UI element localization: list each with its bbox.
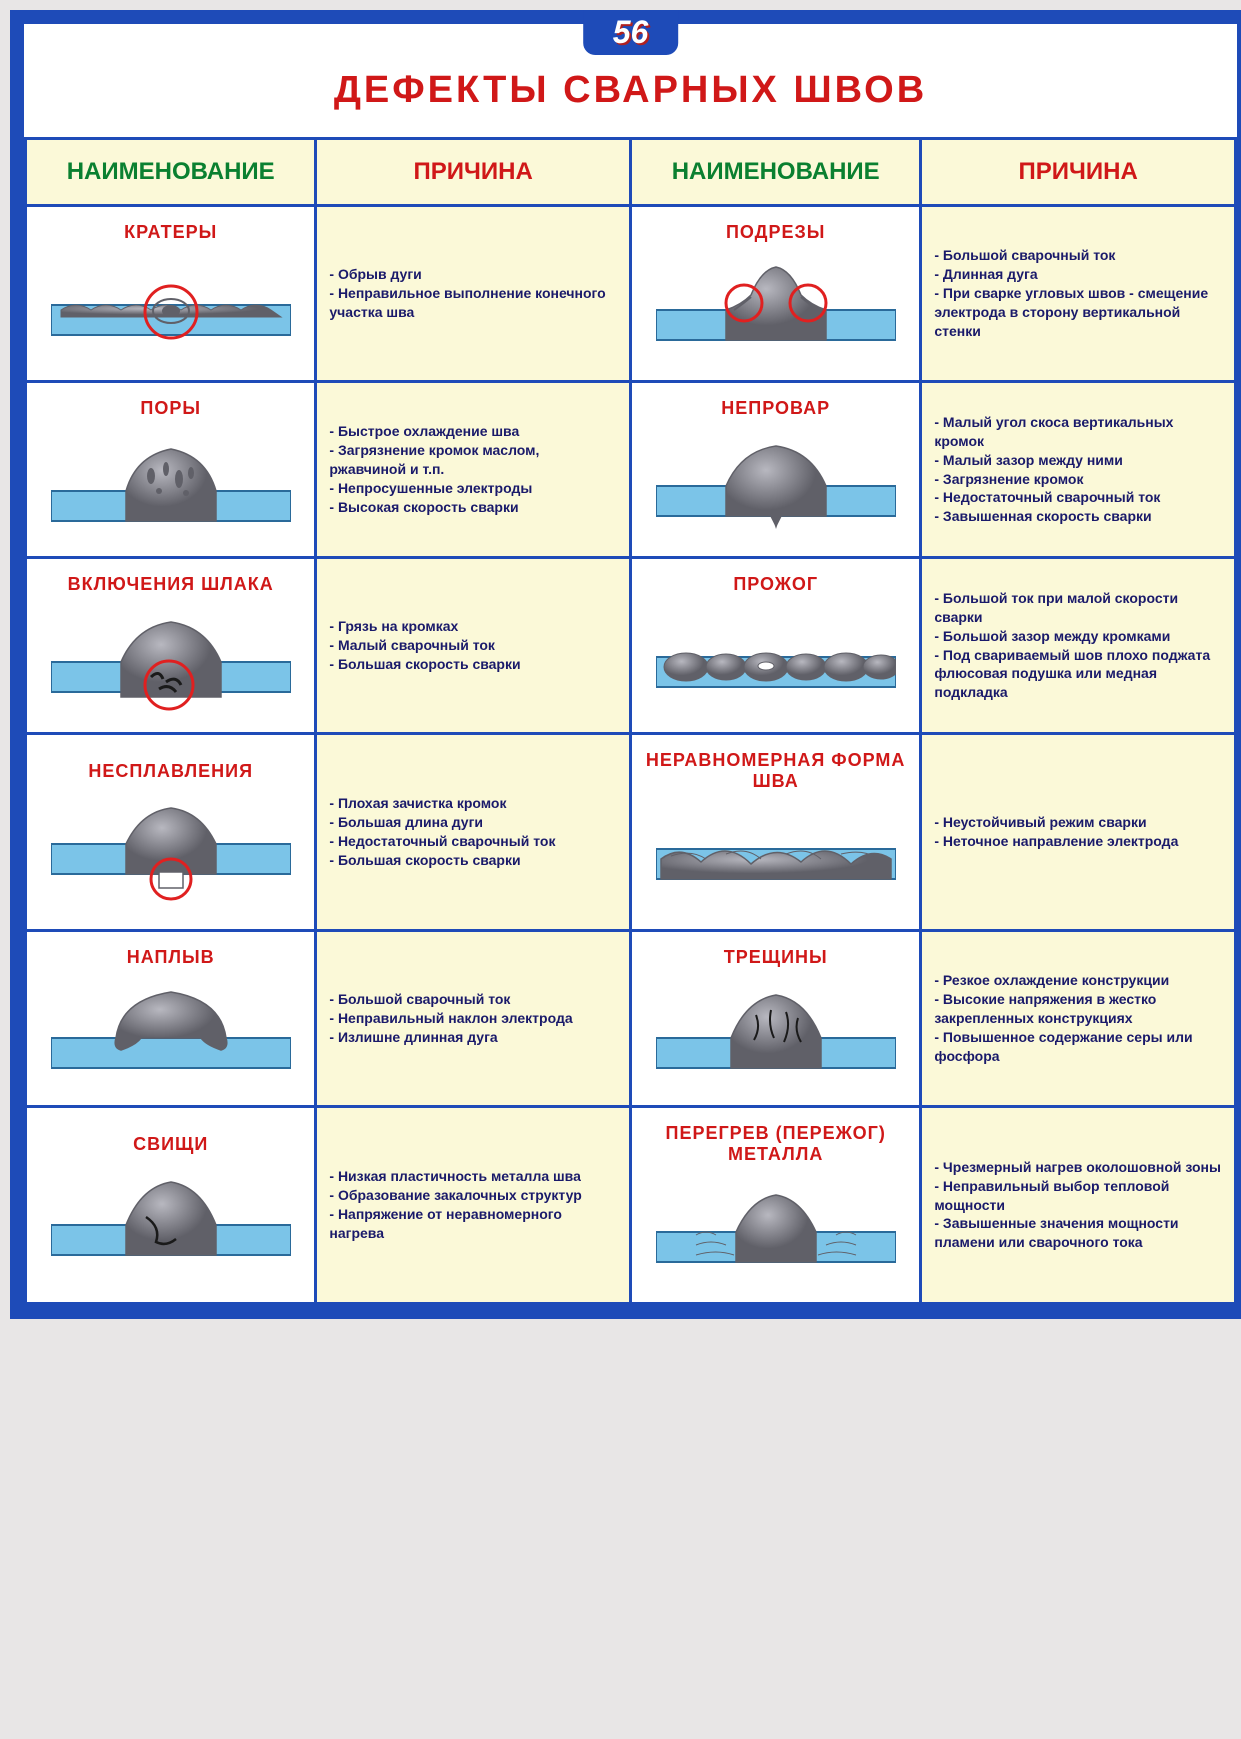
header-name-1: НАИМЕНОВАНИЕ [26,139,316,206]
defect-diagram [51,607,291,717]
cause-line: - Излишне длинная дуга [329,1028,617,1047]
header-cause-2: ПРИЧИНА [921,139,1236,206]
defect-name-cell: ПОДРЕЗЫ [630,206,920,382]
defect-name: НЕСПЛАВЛЕНИЯ [39,761,302,782]
defect-diagram [656,607,896,717]
table-row: НАПЛЫВ - Большой сварочный ток- Неправиль… [26,931,1236,1107]
cause-line: - Образование закалочных структур [329,1186,617,1205]
defect-diagram [656,980,896,1090]
cause-line: - Высокие напряжения в жестко закрепленн… [934,990,1222,1028]
cause-line: - Плохая зачистка кромок [329,794,617,813]
cause-line: - Большой сварочный ток [329,990,617,1009]
defect-name: НАПЛЫВ [39,947,302,968]
poster-page: 56 ДЕФЕКТЫ СВАРНЫХ ШВОВ НАИМЕНОВАНИЕ ПРИ… [10,10,1241,1319]
cause-line: - Обрыв дуги [329,265,617,284]
defect-cause-cell: - Неустойчивый режим сварки- Неточное на… [921,734,1236,931]
defect-diagram [656,1177,896,1287]
header-cause-1: ПРИЧИНА [316,139,631,206]
defect-cause-cell: - Большой сварочный ток- Длинная дуга- П… [921,206,1236,382]
defect-name: НЕРАВНОМЕРНАЯ ФОРМА ШВА [644,750,907,792]
defect-diagram [51,431,291,541]
defect-name-cell: НАПЛЫВ [26,931,316,1107]
defect-diagram [51,794,291,904]
cause-line: - Большой ток при малой скорости сварки [934,589,1222,627]
cause-line: - Неправильный выбор тепловой мощности [934,1177,1222,1215]
cause-line: - Большой сварочный ток [934,246,1222,265]
defect-diagram [51,255,291,365]
cause-line: - Чрезмерный нагрев околошовной зоны [934,1158,1222,1177]
cause-line: - Большой зазор между кромками [934,627,1222,646]
cause-line: - Завышенные значения мощности пламени и… [934,1214,1222,1252]
defect-diagram [656,255,896,365]
cause-line: - Неправильное выполнение конечного учас… [329,284,617,322]
defect-name: ПЕРЕГРЕВ (ПЕРЕЖОГ) МЕТАЛЛА [644,1123,907,1165]
defect-name-cell: ПОРЫ [26,382,316,558]
defect-name: ВКЛЮЧЕНИЯ ШЛАКА [39,574,302,595]
defect-cause-cell: - Плохая зачистка кромок- Большая длина … [316,734,631,931]
cause-line: - Длинная дуга [934,265,1222,284]
cause-line: - Повышенное содержание серы или фосфора [934,1028,1222,1066]
defect-cause-cell: - Обрыв дуги- Неправильное выполнение ко… [316,206,631,382]
defect-cause-cell: - Малый угол скоса вертикальных кромок- … [921,382,1236,558]
defect-cause-cell: - Резкое охлаждение конструкции- Высокие… [921,931,1236,1107]
cause-line: - Высокая скорость сварки [329,498,617,517]
defect-name: ПОРЫ [39,398,302,419]
table-row: СВИЩИ- Низкая пластичность металла шва- … [26,1107,1236,1304]
cause-line: - Завышенная скорость сварки [934,507,1222,526]
defect-diagram [656,804,896,914]
defects-table: НАИМЕНОВАНИЕ ПРИЧИНА НАИМЕНОВАНИЕ ПРИЧИН… [24,137,1237,1305]
defect-cause-cell: - Большой ток при малой скорости сварки-… [921,558,1236,734]
cause-line: - Непросушенные электроды [329,479,617,498]
cause-line: - Неточное направление электрода [934,832,1222,851]
cause-line: - Под свариваемый шов плохо поджата флюс… [934,646,1222,703]
defect-name: ПОДРЕЗЫ [644,222,907,243]
table-row: НЕСПЛАВЛЕНИЯ- Плохая зачистка кромок- Бо… [26,734,1236,931]
defect-diagram [51,980,291,1090]
defect-name: НЕПРОВАР [644,398,907,419]
defect-name-cell: ПЕРЕГРЕВ (ПЕРЕЖОГ) МЕТАЛЛА [630,1107,920,1304]
cause-line: - Грязь на кромках [329,617,617,636]
defect-name: ТРЕЩИНЫ [644,947,907,968]
cause-line: - Загрязнение кромок маслом, ржавчиной и… [329,441,617,479]
defect-name-cell: НЕРАВНОМЕРНАЯ ФОРМА ШВА [630,734,920,931]
cause-line: - Малый зазор между ними [934,451,1222,470]
cause-line: - Быстрое охлаждение шва [329,422,617,441]
cause-line: - Неустойчивый режим сварки [934,813,1222,832]
cause-line: - Большая скорость сварки [329,851,617,870]
defect-name: КРАТЕРЫ [39,222,302,243]
cause-line: - При сварке угловых швов - смещение эле… [934,284,1222,341]
defect-name-cell: НЕПРОВАР [630,382,920,558]
defect-name-cell: КРАТЕРЫ [26,206,316,382]
defect-name-cell: ВКЛЮЧЕНИЯ ШЛАКА [26,558,316,734]
defect-name: ПРОЖОГ [644,574,907,595]
defect-name-cell: ТРЕЩИНЫ [630,931,920,1107]
cause-line: - Напряжение от неравномерного нагрева [329,1205,617,1243]
cause-line: - Недостаточный сварочный ток [329,832,617,851]
cause-line: - Недостаточный сварочный ток [934,488,1222,507]
header-name-2: НАИМЕНОВАНИЕ [630,139,920,206]
cause-line: - Неправильный наклон электрода [329,1009,617,1028]
cause-line: - Малый угол скоса вертикальных кромок [934,413,1222,451]
cause-line: - Малый сварочный ток [329,636,617,655]
table-row: ВКЛЮЧЕНИЯ ШЛАКА - Грязь на кромках- Малый… [26,558,1236,734]
defect-name-cell: ПРОЖОГ [630,558,920,734]
defect-name-cell: СВИЩИ [26,1107,316,1304]
defect-cause-cell: - Низкая пластичность металла шва- Образ… [316,1107,631,1304]
table-row: КРАТЕРЫ - Обрыв дуги- Неправильное выполн… [26,206,1236,382]
cause-line: - Загрязнение кромок [934,470,1222,489]
cause-line: - Большая скорость сварки [329,655,617,674]
table-row: ПОРЫ- Быстрое охлаждение шва- Загрязнени… [26,382,1236,558]
cause-line: - Резкое охлаждение конструкции [934,971,1222,990]
defect-cause-cell: - Быстрое охлаждение шва- Загрязнение кр… [316,382,631,558]
defect-name-cell: НЕСПЛАВЛЕНИЯ [26,734,316,931]
defect-name: СВИЩИ [39,1134,302,1155]
defect-diagram [51,1167,291,1277]
cause-line: - Низкая пластичность металла шва [329,1167,617,1186]
page-number-badge: 56 [583,10,679,55]
defect-cause-cell: - Большой сварочный ток- Неправильный на… [316,931,631,1107]
defect-cause-cell: - Грязь на кромках- Малый сварочный ток-… [316,558,631,734]
cause-line: - Большая длина дуги [329,813,617,832]
defect-diagram [656,431,896,541]
defect-cause-cell: - Чрезмерный нагрев околошовной зоны- Не… [921,1107,1236,1304]
